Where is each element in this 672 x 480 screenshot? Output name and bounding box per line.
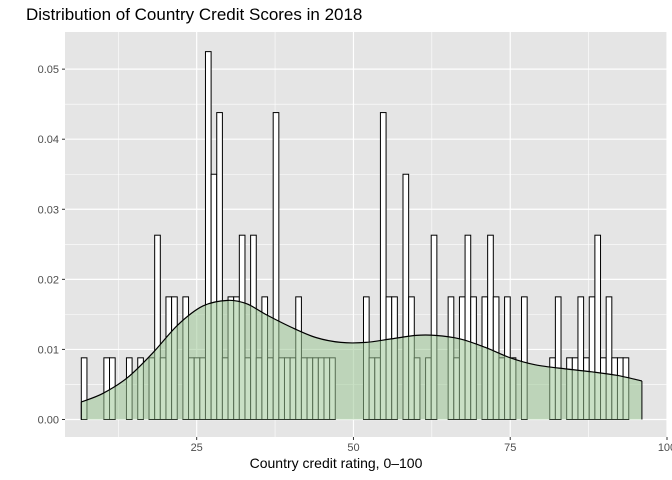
x-axis: 25 50 75 100 [191,437,672,454]
y-tick-label: 0.03 [38,204,59,216]
density-line [81,299,643,403]
x-tick-label: 25 [191,442,203,454]
histogram-bar [554,296,562,420]
histogram-bar [521,296,528,420]
y-tick-label: 0.05 [38,64,59,76]
y-tick-label: 0.02 [38,274,59,286]
histogram-bar [154,234,161,420]
y-tick-label: 0.01 [38,344,59,356]
x-axis-title: Country credit rating, 0–100 [249,455,423,471]
x-tick-label: 50 [347,442,359,454]
density-area [81,300,642,420]
y-tick-label: 0.04 [38,134,59,146]
y-tick-label: 0.00 [38,414,59,426]
chart-title: Distribution of Country Credit Scores in… [26,5,363,24]
density-layer [80,299,643,420]
x-tick-label: 75 [504,442,516,454]
x-tick-label: 100 [658,442,672,454]
y-axis: 0.00 0.01 0.02 0.03 0.04 0.05 [38,64,65,426]
histogram-bar [594,234,602,420]
histogram-bar [430,234,438,420]
